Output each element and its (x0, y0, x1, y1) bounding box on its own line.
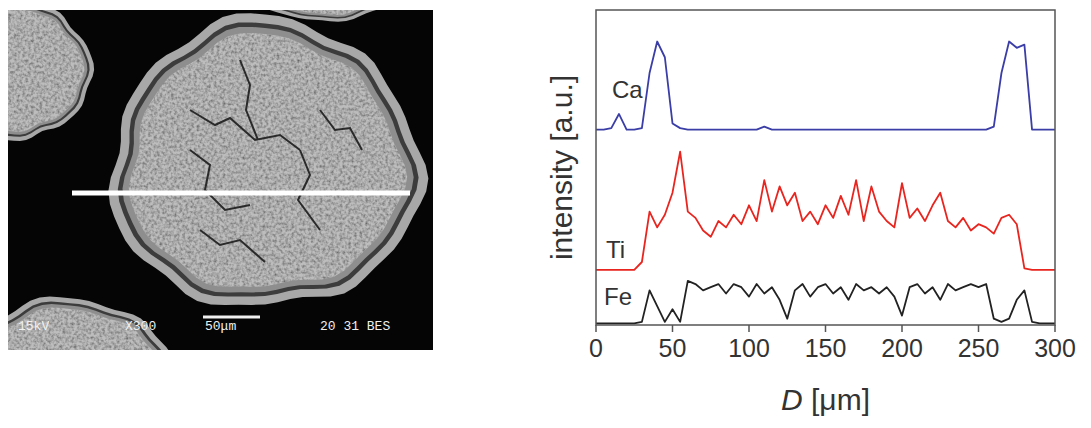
plot-frame (596, 10, 1055, 325)
crack (190, 110, 300, 150)
profile-line (596, 42, 1055, 130)
x-tick-label: 150 (805, 334, 847, 362)
grain-core (129, 33, 408, 287)
x-tick-label: 0 (589, 334, 603, 362)
x-tick (1054, 325, 1056, 332)
grain-outer-rim (8, 10, 94, 141)
partial-grain-left (8, 10, 94, 141)
crack (298, 150, 320, 230)
y-axis-title: intensity [a.u.] (545, 75, 578, 260)
image-label: 20 31 BES (320, 319, 390, 334)
image-label: 50μm (205, 319, 236, 334)
series-label: Ti (606, 236, 625, 263)
grain-core (8, 307, 171, 350)
grain-core (252, 10, 411, 15)
grain-dark-ring (118, 22, 419, 296)
x-tick-label: 200 (881, 334, 923, 362)
grain-dark-ring (8, 302, 180, 350)
x-tick-label: 250 (958, 334, 1000, 362)
crack (190, 150, 250, 210)
main-grain (108, 13, 428, 305)
x-tick (901, 325, 903, 332)
scale-bar (203, 316, 260, 319)
grain-mid-ring (8, 304, 176, 350)
series-label: Ca (612, 76, 643, 103)
grain-mid-ring (123, 27, 414, 293)
x-tick (825, 325, 827, 332)
image-label: X300 (125, 319, 156, 334)
x-tick (748, 325, 750, 332)
profile-line (596, 152, 1055, 270)
grain-outer-rim (108, 13, 428, 305)
x-tick (595, 325, 597, 332)
x-axis-title: D [μm] (781, 383, 870, 416)
grain-core (8, 10, 84, 132)
x-tick-label: 300 (1034, 334, 1076, 362)
partial-grain-bottom (8, 297, 187, 350)
x-tick (672, 325, 674, 332)
image-label: 15kV (18, 319, 49, 334)
grain-dark-ring (8, 10, 90, 137)
scan-line (72, 191, 410, 196)
x-tick-label: 100 (728, 334, 770, 362)
crack (200, 230, 265, 262)
series-label: Fe (604, 283, 632, 310)
x-tick (978, 325, 980, 332)
sem-image: 15kV X300 50μm 20 31 BES (8, 10, 433, 350)
crack (320, 110, 362, 150)
x-tick-label: 50 (659, 334, 687, 362)
profile-line (596, 281, 1055, 324)
grain-mid-ring (8, 10, 87, 135)
series-group (596, 42, 1055, 324)
figure: 15kV X300 50μm 20 31 BES 0 50 100 150 200 250 300 D… (0, 0, 1091, 428)
crack (240, 60, 258, 140)
grain-outer-rim (8, 297, 187, 350)
